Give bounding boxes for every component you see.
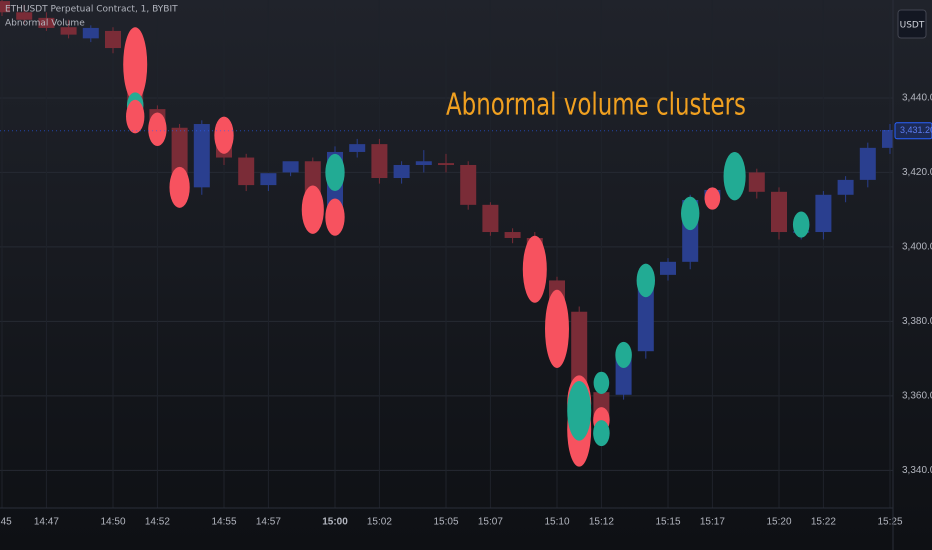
candle-body: [504, 232, 521, 238]
candle-body: [438, 163, 454, 165]
last-price-label: 3,431.20: [900, 125, 932, 135]
volume-cluster: [593, 420, 610, 447]
volume-cluster: [681, 196, 700, 231]
candle-body: [260, 173, 277, 186]
volume-cluster: [545, 289, 569, 368]
candle-body: [16, 12, 33, 20]
candle-body: [0, 1, 10, 13]
volume-cluster: [214, 116, 234, 154]
x-tick-label: 15:10: [544, 517, 569, 528]
x-tick-label: 15:00: [322, 517, 348, 528]
volume-cluster: [704, 187, 721, 210]
candle-body: [660, 261, 676, 275]
candle-body: [238, 157, 255, 186]
volume-cluster: [325, 153, 345, 192]
volume-cluster: [148, 112, 167, 146]
indicator-name: Abnormal Volume: [5, 19, 85, 29]
volume-cluster: [792, 211, 810, 238]
volume-cluster: [301, 185, 324, 234]
x-tick-label: 14:47: [34, 517, 59, 528]
volume-cluster: [636, 263, 655, 298]
x-tick-label: 14:50: [100, 517, 125, 528]
x-tick-label: 14:55: [211, 517, 236, 528]
volume-cluster: [723, 151, 746, 201]
x-tick-label: 15:07: [478, 517, 503, 528]
candle-body: [815, 194, 832, 233]
candle-body: [771, 191, 787, 233]
candle-body: [482, 204, 499, 233]
candle-body: [460, 164, 477, 205]
volume-cluster: [615, 341, 632, 368]
candle-body: [349, 144, 366, 152]
x-tick-label: 15:17: [700, 517, 725, 528]
candle-body: [38, 17, 55, 28]
x-tick-label: 15:22: [811, 517, 836, 528]
volume-cluster: [123, 27, 148, 102]
annotation: Abnormal volume clusters: [446, 87, 746, 123]
candle-body: [193, 124, 210, 188]
candle-body: [60, 27, 77, 35]
currency-label[interactable]: USDT: [900, 21, 925, 31]
volume-cluster: [567, 381, 592, 441]
x-tick-label: 15:02: [367, 517, 392, 528]
candle-body: [105, 30, 121, 49]
candle-body: [859, 147, 876, 180]
candle-body: [371, 144, 388, 179]
candle-body: [82, 27, 99, 39]
volume-cluster: [169, 166, 190, 208]
currency-button[interactable]: [897, 9, 927, 39]
y-tick-label: 3,340.00: [902, 465, 932, 476]
candle-body: [837, 179, 854, 195]
volume-cluster: [593, 371, 610, 395]
chart-title: ETHUSDT Perpetual Contract, 1, BYBIT: [5, 5, 178, 15]
candle-body: [748, 172, 765, 192]
candle-body: [415, 161, 432, 165]
x-tick-label: 15:12: [589, 517, 614, 528]
candle-body: [882, 129, 893, 148]
volume-cluster: [126, 99, 145, 134]
y-tick-label: 3,440.00: [902, 93, 932, 104]
x-tick-label: 15:05: [433, 517, 458, 528]
volume-cluster: [325, 198, 345, 236]
y-tick-label: 3,380.00: [902, 316, 932, 327]
candle-body: [571, 311, 588, 395]
last-price-box: [894, 122, 932, 140]
y-tick-label: 3,400.00: [902, 242, 932, 253]
candle-body: [282, 161, 299, 173]
candle-body: [393, 164, 410, 179]
volume-cluster: [522, 235, 547, 303]
x-tick-label: 15:25: [877, 517, 902, 528]
x-tick-label: 14:52: [145, 517, 170, 528]
y-tick-label: 3,420.00: [902, 167, 932, 178]
x-tick-label: 4:45: [0, 517, 12, 528]
x-tick-label: 14:57: [256, 517, 281, 528]
y-tick-label: 3,360.00: [902, 391, 932, 402]
x-tick-label: 15:15: [655, 517, 680, 528]
x-tick-label: 15:20: [766, 517, 791, 528]
